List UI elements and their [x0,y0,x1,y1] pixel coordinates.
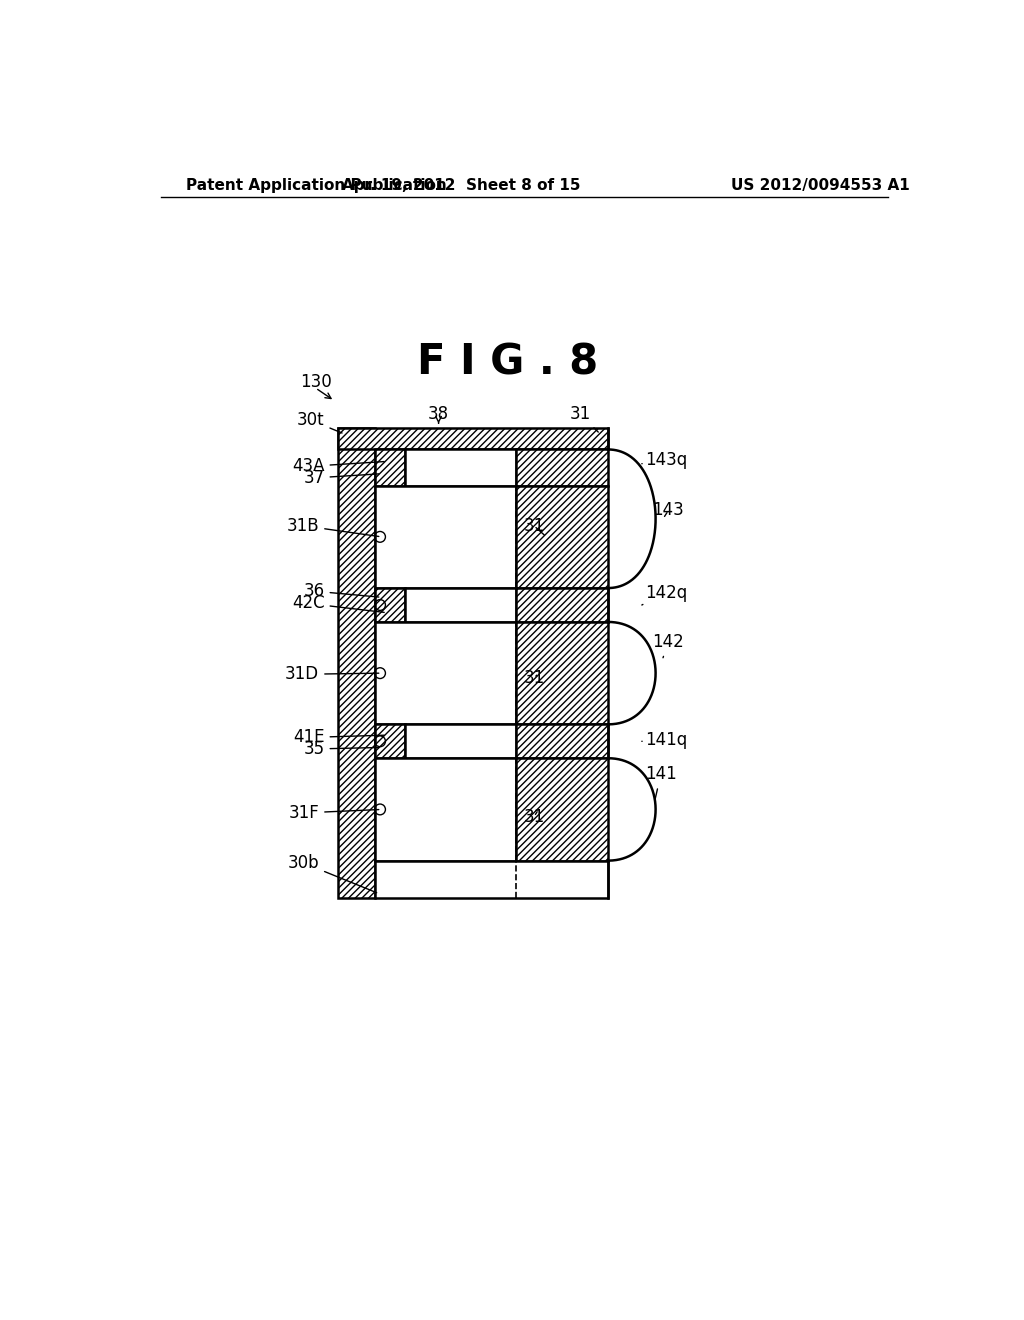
Bar [376,758,515,861]
Text: 43A: 43A [292,458,384,475]
Bar [515,758,608,861]
Bar [339,428,608,449]
Text: F I G . 8: F I G . 8 [417,342,598,383]
Bar [515,589,608,622]
Text: 142q: 142q [642,583,687,605]
Bar [376,622,515,725]
Bar [404,725,515,758]
Bar [376,449,404,486]
Text: US 2012/0094553 A1: US 2012/0094553 A1 [731,178,910,193]
Text: 31: 31 [523,516,545,535]
Text: 37: 37 [303,469,379,487]
Text: 41E: 41E [293,729,384,746]
Bar [515,449,608,486]
Text: Apr. 19, 2012  Sheet 8 of 15: Apr. 19, 2012 Sheet 8 of 15 [342,178,581,193]
Text: 31: 31 [523,808,545,826]
Text: 141q: 141q [642,731,687,748]
Bar [339,428,376,898]
Bar [404,449,515,486]
Bar [515,622,608,725]
Text: 143q: 143q [642,451,687,469]
Bar [376,486,515,589]
Bar [376,725,404,758]
Text: 31: 31 [569,405,598,432]
Text: 42C: 42C [292,594,384,612]
Text: 143: 143 [652,502,684,519]
Text: 141: 141 [645,766,677,799]
Bar [376,589,404,622]
Text: 35: 35 [303,741,379,758]
Bar [515,486,608,589]
Text: 130: 130 [300,372,332,391]
Text: 36: 36 [303,582,379,601]
Text: 30t: 30t [297,412,342,433]
Text: 38: 38 [428,405,450,422]
Text: 30b: 30b [288,854,377,892]
Bar [376,861,608,898]
Text: Patent Application Publication: Patent Application Publication [186,178,446,193]
Text: 31: 31 [523,669,545,688]
Bar [515,725,608,758]
Text: 31D: 31D [285,665,379,684]
Text: 31B: 31B [287,516,379,536]
Bar [404,589,515,622]
Text: 142: 142 [652,634,684,657]
Text: 31F: 31F [289,804,379,822]
